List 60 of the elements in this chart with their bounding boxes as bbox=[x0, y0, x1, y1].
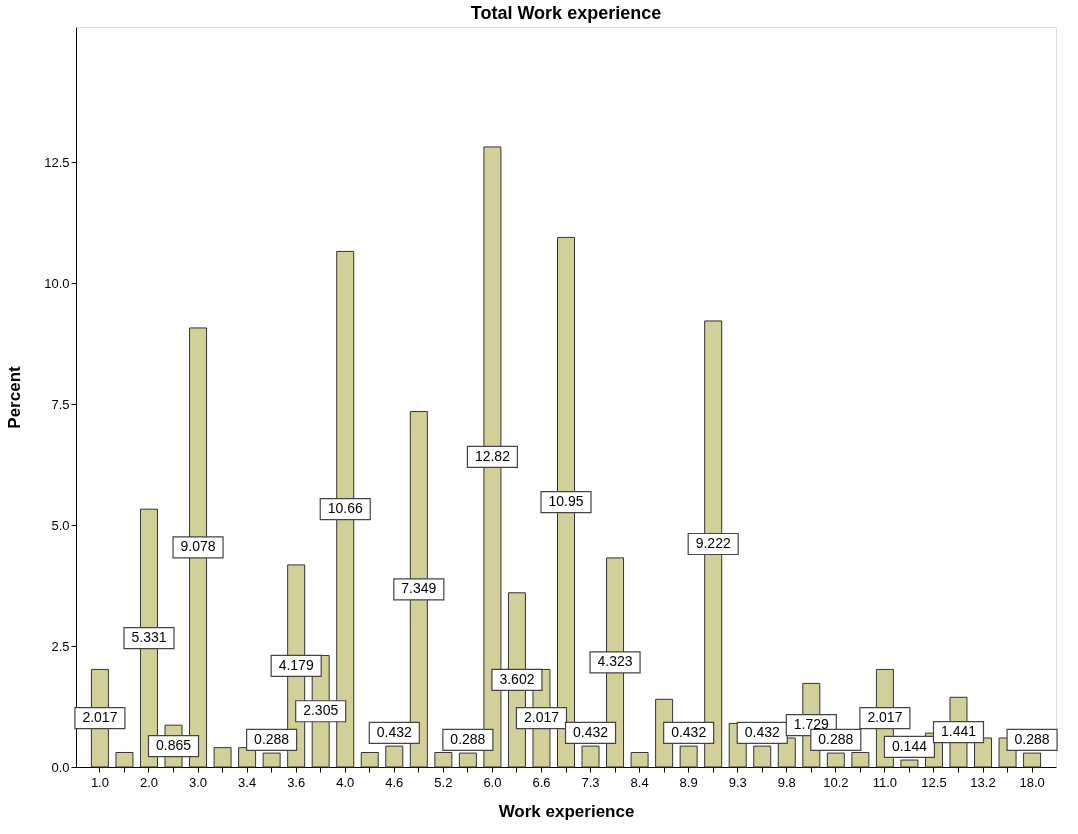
y-tick-label: 2.5 bbox=[51, 638, 70, 654]
x-tick-label: 8.4 bbox=[630, 774, 649, 790]
data-label: 2.017 bbox=[82, 709, 118, 726]
y-tick-label: 5.0 bbox=[51, 517, 70, 533]
data-label: 2.305 bbox=[303, 702, 339, 719]
y-tick-label: 0.0 bbox=[51, 759, 70, 775]
data-label: 12.82 bbox=[474, 447, 511, 464]
data-label: 4.179 bbox=[278, 656, 314, 673]
x-tick-label: 11.0 bbox=[872, 774, 898, 790]
data-label: 0.865 bbox=[155, 737, 192, 754]
data-label: 9.078 bbox=[180, 538, 216, 555]
x-tick-label: 3.4 bbox=[238, 774, 257, 790]
x-tick-label: 3.6 bbox=[287, 774, 306, 790]
data-label: 0.432 bbox=[376, 723, 413, 740]
data-label: 1.441 bbox=[940, 723, 977, 740]
x-tick-label: 6.6 bbox=[532, 774, 551, 790]
data-label: 10.66 bbox=[327, 500, 363, 517]
x-tick-label: 4.6 bbox=[385, 774, 404, 790]
x-axis-title: Work experience bbox=[498, 801, 635, 821]
y-axis-title: Percent bbox=[5, 365, 25, 429]
data-label: 0.432 bbox=[573, 723, 609, 740]
data-label: 4.323 bbox=[597, 653, 633, 670]
x-tick-label: 9.8 bbox=[777, 774, 796, 790]
x-tick-label: 7.3 bbox=[581, 774, 600, 790]
y-tick-label: 10.0 bbox=[44, 275, 70, 291]
bar bbox=[360, 751, 379, 768]
data-label: 7.349 bbox=[401, 580, 437, 597]
data-label: 2.017 bbox=[867, 709, 903, 726]
data-label: 2.017 bbox=[523, 709, 560, 726]
data-label: 1.729 bbox=[793, 716, 830, 733]
data-label: 0.288 bbox=[1014, 730, 1050, 747]
x-tick-label: 1.0 bbox=[90, 774, 109, 790]
bar bbox=[630, 751, 649, 768]
bar bbox=[115, 751, 134, 768]
data-label: 9.222 bbox=[695, 534, 731, 551]
x-tick-label: 8.9 bbox=[679, 774, 698, 790]
x-tick-label: 12.5 bbox=[921, 774, 947, 790]
y-tick-label: 12.5 bbox=[44, 154, 70, 170]
data-label: 0.144 bbox=[891, 737, 928, 754]
data-label: 0.432 bbox=[744, 723, 780, 740]
x-tick-label: 6.0 bbox=[483, 774, 502, 790]
data-label: 5.331 bbox=[131, 629, 167, 646]
y-tick-label: 7.5 bbox=[51, 396, 70, 412]
x-tick-label: 18.0 bbox=[1019, 774, 1045, 790]
data-label: 0.432 bbox=[671, 723, 707, 740]
x-tick-label: 2.0 bbox=[139, 774, 159, 790]
x-tick-label: 5.2 bbox=[434, 774, 453, 790]
chart-title: Total Work experience bbox=[470, 3, 662, 23]
bar bbox=[213, 747, 232, 768]
x-tick-label: 10.2 bbox=[823, 774, 849, 790]
x-tick-label: 9.3 bbox=[728, 774, 747, 790]
x-tick-label: 3.0 bbox=[189, 774, 208, 790]
data-label: 3.602 bbox=[499, 670, 535, 687]
data-label: 0.288 bbox=[450, 730, 486, 747]
data-label: 10.95 bbox=[548, 493, 584, 510]
data-label: 0.288 bbox=[254, 730, 290, 747]
x-tick-label: 13.2 bbox=[970, 774, 996, 790]
data-label: 0.288 bbox=[818, 730, 854, 747]
bar bbox=[900, 759, 919, 768]
x-tick-label: 4.0 bbox=[336, 774, 355, 790]
